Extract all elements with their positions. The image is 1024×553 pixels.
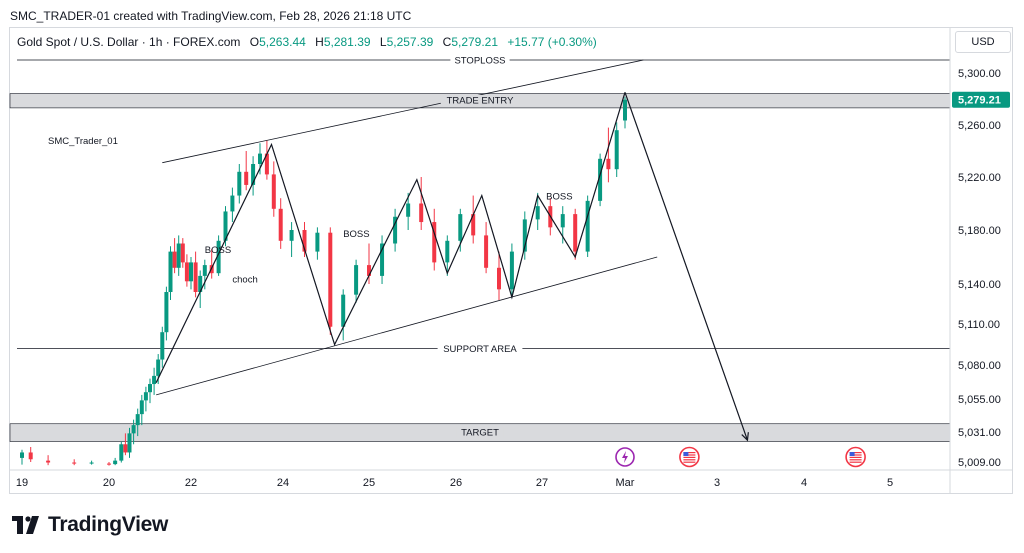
symbol-legend: Gold Spot / U.S. Dollar · 1h · FOREX.com… — [17, 35, 597, 49]
tradingview-logo-icon — [12, 516, 39, 534]
low-label: L — [379, 35, 387, 49]
close-value: 5,279.21 — [451, 35, 499, 49]
close-label: C — [442, 35, 452, 49]
open-label: O — [249, 35, 260, 49]
chart-frame — [9, 27, 1013, 494]
currency-button[interactable]: USD — [955, 31, 1011, 53]
tradingview-wordmark: TradingView — [48, 513, 169, 536]
low-value: 5,257.39 — [386, 35, 434, 49]
open-value: 5,263.44 — [259, 35, 306, 49]
tradingview-logo[interactable]: TradingView — [12, 513, 168, 537]
high-value: 5,281.39 — [323, 35, 371, 49]
high-label: H — [315, 35, 324, 49]
chart-caption: SMC_TRADER-01 created with TradingView.c… — [10, 9, 412, 23]
change-value: +15.77 (+0.30%) — [507, 35, 597, 49]
symbol-name[interactable]: Gold Spot / U.S. Dollar · 1h · FOREX.com — [17, 35, 241, 49]
